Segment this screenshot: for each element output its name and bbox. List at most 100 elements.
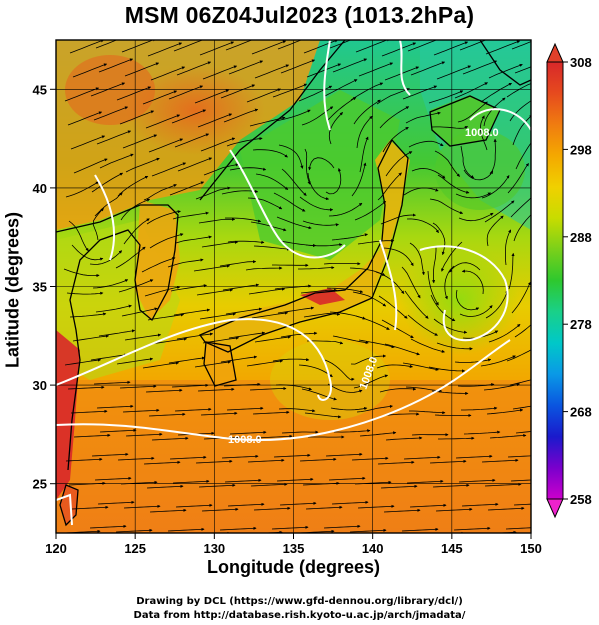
- streamline: [357, 504, 395, 509]
- streamline: [67, 111, 103, 126]
- streamline: [481, 175, 510, 199]
- streamline: [514, 66, 531, 74]
- streamline: [149, 233, 184, 249]
- streamline: [410, 338, 446, 353]
- streamline: [505, 527, 531, 530]
- streamline: [69, 312, 107, 318]
- streamline: [354, 480, 392, 485]
- streamline: [301, 388, 337, 401]
- streamline: [226, 406, 264, 411]
- streamline: [148, 138, 184, 153]
- streamline: [460, 145, 475, 179]
- streamline: [202, 65, 238, 80]
- x-tick-label: 130: [203, 541, 225, 556]
- streamline: [199, 312, 237, 320]
- streamline: [382, 412, 420, 417]
- streamline: [298, 266, 335, 270]
- y-tick-label: 40: [33, 181, 47, 196]
- streamline: [119, 384, 157, 389]
- streamline: [275, 109, 311, 122]
- colorbar-tick-label: 258: [570, 492, 592, 507]
- streamline: [151, 436, 189, 441]
- streamline: [66, 291, 104, 295]
- streamline: [95, 40, 118, 49]
- y-tick-label: 30: [33, 378, 47, 393]
- streamline: [401, 266, 421, 299]
- streamline: [306, 63, 342, 78]
- streamline: [117, 456, 155, 461]
- streamline: [304, 148, 311, 185]
- streamline: [150, 66, 186, 81]
- streamline: [93, 380, 131, 385]
- streamline: [428, 366, 466, 373]
- streamline: [359, 136, 369, 173]
- streamline: [168, 356, 206, 364]
- streamline: [271, 525, 309, 530]
- streamline: [247, 458, 285, 463]
- streamline: [97, 500, 135, 505]
- colorbar-min-arrow: [546, 498, 564, 519]
- streamline: [173, 308, 211, 316]
- streamline: [193, 264, 231, 272]
- streamline: [226, 137, 263, 147]
- streamline: [195, 186, 231, 200]
- streamline: [323, 262, 361, 266]
- streamline: [89, 524, 127, 529]
- streamline: [96, 404, 134, 409]
- footer-credit-drawing: Drawing by DCL (https://www.gfd-dennou.o…: [136, 596, 463, 607]
- streamline: [459, 305, 493, 317]
- streamline: [227, 502, 265, 507]
- streamline: [512, 114, 531, 146]
- streamline: [436, 342, 473, 351]
- streamline: [411, 168, 446, 179]
- streamline: [170, 284, 208, 292]
- streamline: [431, 126, 469, 130]
- streamline: [506, 349, 531, 362]
- streamline: [125, 157, 160, 173]
- streamline: [99, 428, 137, 433]
- streamline: [401, 527, 439, 532]
- streamline: [455, 289, 480, 311]
- streamline: [281, 168, 307, 196]
- streamline: [219, 260, 257, 267]
- streamline: [454, 82, 488, 99]
- streamline: [177, 157, 213, 172]
- streamline: [357, 239, 395, 245]
- streamline: [98, 329, 136, 337]
- streamline: [506, 83, 531, 98]
- streamline: [298, 85, 333, 102]
- streamline: [403, 187, 439, 196]
- streamline: [141, 257, 176, 273]
- streamline: [379, 106, 410, 129]
- streamline: [148, 412, 186, 417]
- streamline: [274, 284, 312, 290]
- streamline: [70, 135, 106, 150]
- streamline: [167, 527, 205, 532]
- colorbar-body: [546, 61, 564, 500]
- isobar-label: 1008.0: [228, 434, 262, 446]
- streamline: [65, 457, 103, 462]
- streamline: [223, 108, 259, 123]
- streamline: [356, 115, 373, 149]
- streamline: [328, 112, 343, 145]
- streamline: [280, 331, 318, 338]
- streamline: [355, 315, 390, 330]
- streamline: [305, 505, 343, 510]
- streamline: [407, 314, 438, 336]
- streamline: [195, 459, 233, 464]
- streamline: [326, 287, 364, 294]
- streamline: [145, 388, 183, 393]
- streamline: [480, 82, 513, 103]
- streamline: [72, 63, 108, 78]
- streamline: [93, 106, 129, 121]
- streamline: [378, 295, 408, 319]
- streamline: [220, 84, 256, 99]
- streamline: [123, 504, 161, 509]
- streamline: [359, 431, 397, 437]
- streamline: [116, 86, 152, 101]
- streamline: [90, 82, 126, 97]
- streamline: [143, 460, 181, 465]
- streamline: [332, 335, 369, 345]
- streamline: [402, 85, 438, 100]
- streamline: [331, 233, 369, 241]
